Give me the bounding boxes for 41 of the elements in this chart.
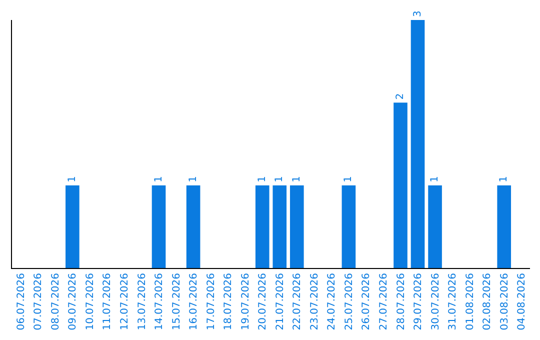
data-label: 2 bbox=[395, 93, 406, 100]
x-tick-label: 07.07.2026 bbox=[33, 273, 44, 330]
x-tick-label: 20.07.2026 bbox=[258, 273, 269, 330]
data-label: 1 bbox=[66, 176, 78, 182]
x-tick-label: 25.07.2026 bbox=[344, 273, 355, 330]
x-tick-label: 19.07.2026 bbox=[240, 273, 252, 330]
data-label: 1 bbox=[256, 176, 268, 182]
x-tick-label: 13.07.2026 bbox=[136, 273, 148, 330]
x-tick-label: 21.07.2026 bbox=[274, 273, 286, 330]
x-tick-label: 17.07.2026 bbox=[206, 273, 217, 330]
x-tick-label: 04.08.2026 bbox=[516, 273, 528, 330]
x-tick-label: 01.08.2026 bbox=[464, 273, 476, 330]
data-label: 1 bbox=[291, 176, 302, 182]
data-label: 1 bbox=[274, 176, 286, 182]
x-tick-label: 06.07.2026 bbox=[16, 273, 27, 330]
data-label: 1 bbox=[343, 176, 354, 182]
data-label: 3 bbox=[412, 10, 424, 17]
x-tick-label: 29.07.2026 bbox=[413, 273, 424, 330]
x-tick-label: 24.07.2026 bbox=[326, 273, 338, 330]
x-tick-label: 23.07.2026 bbox=[309, 273, 320, 330]
x-tick-label: 15.07.2026 bbox=[171, 273, 182, 330]
data-label: 1 bbox=[498, 176, 510, 182]
x-tick-label: 09.07.2026 bbox=[68, 273, 79, 330]
x-tick-label: 28.07.2026 bbox=[396, 273, 407, 330]
x-tick-label: 18.07.2026 bbox=[223, 273, 234, 330]
x-tick-label: 10.07.2026 bbox=[84, 273, 96, 330]
x-tick-label: 27.07.2026 bbox=[378, 273, 390, 330]
x-tick-label: 03.08.2026 bbox=[499, 273, 510, 330]
x-tick-label: 16.07.2026 bbox=[188, 273, 200, 330]
x-tick-label: 22.07.2026 bbox=[292, 273, 304, 330]
data-label: 1 bbox=[153, 176, 164, 182]
x-tick-label: 14.07.2026 bbox=[154, 273, 166, 330]
data-label: 1 bbox=[430, 176, 441, 182]
x-tick-label: 02.08.2026 bbox=[482, 273, 494, 330]
x-tick-label: 11.07.2026 bbox=[102, 273, 114, 330]
x-tick-label: 26.07.2026 bbox=[361, 273, 372, 330]
x-tick-label: 30.07.2026 bbox=[430, 273, 442, 330]
x-tick-label: 31.07.2026 bbox=[448, 273, 459, 330]
x-tick-label: 08.07.2026 bbox=[50, 273, 62, 330]
data-label: 1 bbox=[188, 176, 199, 182]
x-tick-label: 12.07.2026 bbox=[119, 273, 130, 330]
